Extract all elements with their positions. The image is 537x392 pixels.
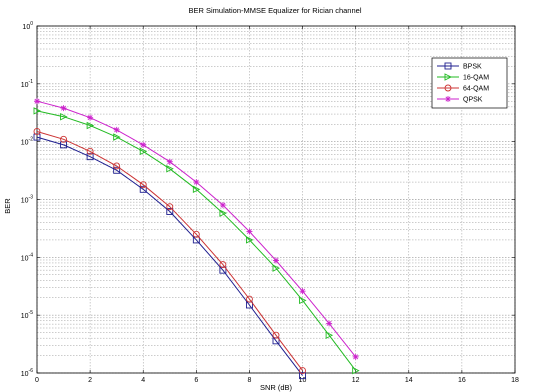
data-point-marker (245, 295, 253, 303)
data-point-marker (113, 162, 121, 170)
data-point-marker (193, 179, 200, 186)
data-point-marker (60, 112, 68, 121)
data-point-marker (299, 367, 307, 375)
x-tick-label: 2 (88, 377, 92, 384)
data-point-marker (245, 236, 254, 244)
y-tick-label: 10-6 (21, 368, 33, 378)
data-point-marker (352, 366, 360, 375)
data-point-marker (140, 141, 147, 148)
series-64-qam (33, 128, 307, 375)
data-point-marker (299, 372, 307, 380)
y-tick-label: 10-3 (21, 195, 33, 205)
data-point-marker (326, 320, 333, 327)
legend-entry-bpsk: BPSK (437, 62, 482, 71)
y-tick-label: 10-4 (21, 252, 33, 262)
series-qpsk (34, 98, 359, 360)
data-point-marker (86, 147, 94, 155)
data-point-marker (299, 296, 307, 305)
series-line (36, 100, 357, 358)
data-point-marker (444, 84, 452, 92)
x-tick-label: 12 (352, 377, 360, 384)
data-point-marker (444, 73, 453, 81)
data-point-marker (87, 114, 94, 121)
data-point-marker (166, 208, 174, 215)
data-point-marker (246, 228, 253, 235)
x-tick-label: 16 (458, 377, 466, 384)
data-point-marker (444, 62, 452, 70)
data-point-marker (113, 166, 121, 174)
y-tick-label: 10-1 (21, 79, 33, 89)
y-axis-label: BER (3, 198, 12, 214)
x-tick-label: 10 (299, 377, 307, 384)
legend-entry-64-qam: 64-QAM (437, 84, 489, 93)
data-point-marker (113, 126, 120, 133)
data-point-marker (113, 133, 121, 141)
x-tick-label: 6 (194, 377, 198, 384)
series-16-qam (33, 107, 360, 375)
x-tick-label: 4 (141, 377, 145, 384)
data-point-marker (166, 165, 174, 173)
legend-entry-16-qam: 16-QAM (437, 73, 489, 82)
data-point-marker (325, 331, 334, 339)
x-tick-label: 0 (35, 377, 39, 384)
data-point-marker (166, 158, 173, 165)
legend-label: 64-QAM (463, 86, 489, 93)
data-point-marker (273, 257, 279, 264)
legend-label: BPSK (463, 64, 482, 71)
data-point-marker (219, 261, 227, 269)
data-point-marker (219, 209, 227, 217)
y-tick-label: 10-5 (21, 310, 33, 320)
data-point-marker (33, 107, 42, 115)
legend-entry-qpsk: QPSK (437, 96, 483, 104)
data-point-marker (192, 230, 200, 238)
x-tick-label: 8 (247, 377, 251, 384)
data-point-marker (192, 185, 201, 194)
data-point-marker (299, 288, 306, 295)
x-axis-label: SNR (dB) (260, 383, 293, 392)
data-point-marker (34, 98, 40, 105)
data-point-marker (219, 202, 226, 209)
data-point-marker (352, 353, 359, 360)
x-tick-label: 18 (511, 377, 519, 384)
data-point-marker (139, 147, 148, 156)
data-point-marker (139, 181, 147, 189)
data-point-marker (166, 203, 174, 211)
data-point-marker (272, 331, 280, 339)
legend-label: 16-QAM (463, 75, 489, 82)
series-line (36, 110, 357, 371)
data-point-marker (139, 185, 147, 193)
data-point-marker (86, 153, 94, 161)
y-tick-label: 100 (22, 21, 33, 31)
legend: BPSK 16-QAM 64-QAM QPSK (431, 57, 508, 109)
data-point-marker (33, 128, 41, 135)
chart-title: BER Simulation-MMSE Equalizer for Rician… (189, 6, 362, 15)
data-point-marker (86, 121, 95, 130)
data-point-marker (60, 105, 67, 112)
series-line (36, 136, 303, 376)
y-tick-label: 10-2 (21, 137, 33, 147)
data-point-marker (60, 135, 68, 143)
series-group (33, 98, 360, 380)
legend-label: QPSK (463, 97, 483, 104)
data-point-marker (272, 264, 281, 272)
x-tick-label: 14 (405, 377, 413, 384)
data-point-marker (445, 96, 451, 102)
series-line (36, 131, 303, 371)
